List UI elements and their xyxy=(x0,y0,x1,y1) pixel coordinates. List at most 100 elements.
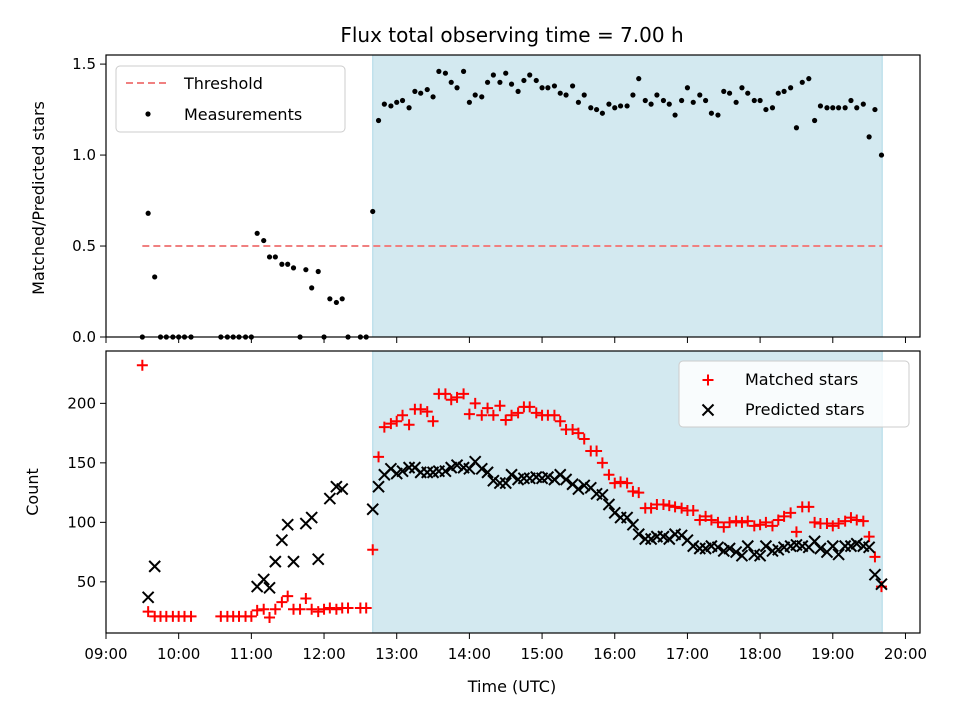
series-plus-point-108 xyxy=(821,518,833,530)
series-plus-point-15 xyxy=(251,604,263,616)
series-plus-point-72 xyxy=(603,469,615,481)
series-plus-point-112 xyxy=(845,512,857,524)
series-x-point-29 xyxy=(450,459,464,472)
series-x-point-14 xyxy=(335,482,349,496)
series-plus-point-46 xyxy=(445,394,457,406)
series-x-point-7 xyxy=(281,518,294,531)
series-dot-point-70 xyxy=(593,106,600,113)
series-dot-point-51 xyxy=(479,94,485,100)
series-plus-point-28 xyxy=(330,603,342,615)
series-plus-point-98 xyxy=(760,516,772,528)
x-tick-label: 16:00 xyxy=(593,645,636,663)
series-dot-point-55 xyxy=(503,70,509,76)
series-dot-point-46 xyxy=(448,79,454,85)
series-plus-point-60 xyxy=(530,407,542,419)
series-x-point-36 xyxy=(493,476,507,490)
series-dot-point-99 xyxy=(769,105,776,111)
series-plus-point-77 xyxy=(633,487,645,499)
series-plus-point-45 xyxy=(439,388,451,400)
series-dot-point-116 xyxy=(872,106,878,113)
series-x-point-95 xyxy=(850,537,863,550)
series-plus-point-79 xyxy=(645,502,657,514)
series-dot-point-15 xyxy=(254,230,260,236)
plot-layer: 0.0 0.5 1.0 1.5 Threshold Measurements 50 100 15… xyxy=(67,54,927,663)
series-plus-point-50 xyxy=(469,397,481,409)
series-dot-point-78 xyxy=(642,97,648,104)
series-plus-point-116 xyxy=(869,551,881,563)
series-dot-point-66 xyxy=(569,83,576,89)
series-x-point-89 xyxy=(814,542,827,555)
x-tick-label: 18:00 xyxy=(738,645,781,663)
series-plus-point-39 xyxy=(403,419,415,431)
series-dot-point-53 xyxy=(490,72,496,78)
series-plus-point-59 xyxy=(524,401,536,413)
legend-predicted-label: Predicted stars xyxy=(745,400,865,419)
series-x-point-74 xyxy=(723,542,736,555)
legend-matched-label: Matched stars xyxy=(745,370,858,389)
series-plus-point-110 xyxy=(833,518,845,530)
legend-measurements-swatch xyxy=(145,111,151,117)
series-plus-point-38 xyxy=(397,409,409,421)
series-plus-point-82 xyxy=(663,500,675,512)
x-tick-label: 13:00 xyxy=(375,645,418,663)
series-x-point-35 xyxy=(487,474,500,487)
series-dot-point-86 xyxy=(690,99,696,105)
series-dot-point-92 xyxy=(726,90,733,96)
series-x-point-98 xyxy=(868,568,882,581)
series-dot-point-75 xyxy=(624,103,630,109)
series-dot-point-100 xyxy=(775,90,781,96)
series-plus-point-68 xyxy=(578,433,590,445)
series-dot-point-35 xyxy=(381,101,387,107)
series-plus-point-87 xyxy=(694,514,706,526)
series-x-point-68 xyxy=(687,539,700,553)
series-dot-point-21 xyxy=(290,265,297,271)
series-plus-point-100 xyxy=(772,514,784,526)
series-x-point-53 xyxy=(596,488,609,502)
series-dot-point-109 xyxy=(830,105,836,111)
series-plus-point-8 xyxy=(185,610,197,622)
series-dot-point-33 xyxy=(370,208,376,215)
series-dot-point-48 xyxy=(460,68,467,74)
series-dot-point-47 xyxy=(454,85,460,91)
series-dot-point-20 xyxy=(285,261,291,267)
series-plus-point-73 xyxy=(609,477,621,489)
series-dot-point-57 xyxy=(515,88,521,94)
series-dot-point-27 xyxy=(327,296,333,302)
series-x-point-60 xyxy=(639,532,652,546)
series-dot-point-62 xyxy=(545,85,551,91)
series-dot-point-58 xyxy=(521,77,527,84)
series-dot-point-83 xyxy=(672,112,678,118)
series-dot-point-85 xyxy=(684,85,691,91)
x-axis-label: Time (UTC) xyxy=(467,677,556,696)
series-plus-point-51 xyxy=(476,409,488,421)
series-plus-point-64 xyxy=(554,415,566,427)
series-plus-point-16 xyxy=(258,603,270,615)
series-dot-point-111 xyxy=(842,105,848,111)
series-dot-point-89 xyxy=(708,110,715,116)
series-plus-point-47 xyxy=(451,391,463,403)
series-dot-point-117 xyxy=(878,152,885,158)
series-x-point-49 xyxy=(572,482,585,496)
series-x-point-12 xyxy=(323,492,337,505)
series-dot-point-2 xyxy=(152,274,158,280)
series-x-point-80 xyxy=(759,539,773,553)
y-tick-label-count: 200 xyxy=(67,394,96,412)
series-plus-point-91 xyxy=(718,521,730,533)
x-tick-label: 09:00 xyxy=(84,645,127,663)
x-tick-label: 11:00 xyxy=(230,645,273,663)
legend-measurements-label: Measurements xyxy=(184,105,302,124)
series-x-point-75 xyxy=(729,545,743,559)
series-plus-point-109 xyxy=(827,520,839,532)
x-tick-label: 20:00 xyxy=(884,645,927,663)
series-x-point-33 xyxy=(475,462,488,476)
series-plus-point-26 xyxy=(318,603,330,615)
series-dot-point-68 xyxy=(581,92,587,98)
series-dot-point-104 xyxy=(799,79,805,85)
series-x-point-0 xyxy=(141,591,155,604)
series-plus-point-97 xyxy=(754,519,766,531)
series-dot-point-108 xyxy=(824,105,830,111)
series-plus-point-76 xyxy=(627,485,639,497)
series-plus-point-0 xyxy=(136,359,148,371)
series-x-point-38 xyxy=(505,468,518,481)
series-dot-point-67 xyxy=(575,99,582,105)
